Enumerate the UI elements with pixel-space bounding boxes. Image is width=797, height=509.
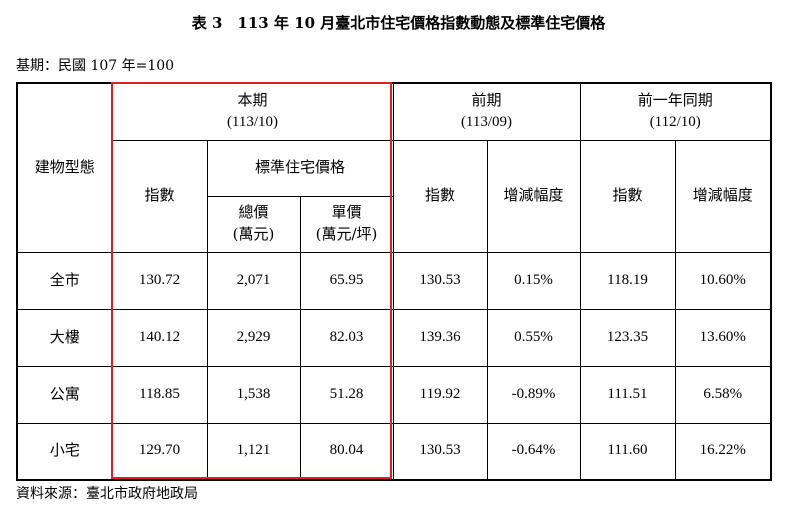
row-index: 140.12 <box>111 308 208 367</box>
table-row: 大樓 140.12 2,929 82.03 139.36 0.55% 123.3… <box>16 308 772 367</box>
row-unit-price: 82.03 <box>299 308 394 367</box>
row-total-price: 2,071 <box>206 251 301 310</box>
row-ly-index: 111.60 <box>579 422 676 481</box>
header-total-price: 總價 (萬元) <box>206 195 301 253</box>
row-total-price: 1,538 <box>206 365 301 424</box>
row-prev-change: -0.89% <box>486 365 581 424</box>
table-row: 小宅 129.70 1,121 80.04 130.53 -0.64% 111.… <box>16 422 772 481</box>
header-unit-price-unit: (萬元/坪) <box>315 225 378 243</box>
header-last-year-change: 增減幅度 <box>674 139 772 253</box>
row-ly-change: 10.60% <box>674 251 772 310</box>
data-source-note: 資料來源：臺北市政府地政局 <box>16 486 198 502</box>
row-ly-change: 13.60% <box>674 308 772 367</box>
header-previous-date: (113/09) <box>460 113 513 130</box>
header-current-period: 本期 (113/10) <box>111 82 394 141</box>
row-ly-change: 16.22% <box>674 422 772 481</box>
row-prev-change: 0.15% <box>486 251 581 310</box>
row-unit-price: 65.95 <box>299 251 394 310</box>
row-prev-index: 130.53 <box>392 422 488 481</box>
header-previous-index: 指數 <box>392 139 488 253</box>
row-total-price: 1,121 <box>206 422 301 481</box>
header-standard-price: 標準住宅價格 <box>206 139 394 197</box>
header-building-type: 建物型態 <box>16 82 113 253</box>
header-unit-price: 單價 (萬元/坪) <box>299 195 394 253</box>
header-previous-label: 前期 <box>471 91 502 109</box>
row-ly-change: 6.58% <box>674 365 772 424</box>
row-ly-index: 118.19 <box>579 251 676 310</box>
header-total-price-unit: (萬元) <box>232 225 275 243</box>
header-last-year-period: 前一年同期 (112/10) <box>579 82 772 141</box>
row-ly-index: 111.51 <box>579 365 676 424</box>
row-ly-index: 123.35 <box>579 308 676 367</box>
table-row: 全市 130.72 2,071 65.95 130.53 0.15% 118.1… <box>16 251 772 310</box>
header-previous-period: 前期 (113/09) <box>392 82 581 141</box>
price-index-table: 建物型態 本期 (113/10) 前期 (113/09) 前一年同期 (112/… <box>16 82 772 481</box>
row-index: 118.85 <box>111 365 208 424</box>
row-type: 小宅 <box>16 422 113 481</box>
row-prev-index: 130.53 <box>392 251 488 310</box>
row-prev-index: 139.36 <box>392 308 488 367</box>
header-last-year-date: (112/10) <box>649 113 701 130</box>
row-type: 公寓 <box>16 365 113 424</box>
header-total-price-label: 總價 <box>238 203 269 222</box>
table-row: 公寓 118.85 1,538 51.28 119.92 -0.89% 111.… <box>16 365 772 424</box>
header-current-label: 本期 <box>237 91 268 109</box>
header-last-year-label: 前一年同期 <box>637 91 713 109</box>
row-type: 大樓 <box>16 308 113 367</box>
row-index: 129.70 <box>111 422 208 481</box>
table-title: 表 3 113 年 10 月臺北市住宅價格指數動態及標準住宅價格 <box>191 14 606 32</box>
row-type: 全市 <box>16 251 113 310</box>
header-last-year-index: 指數 <box>579 139 676 253</box>
row-prev-change: 0.55% <box>486 308 581 367</box>
header-unit-price-label: 單價 <box>331 203 362 222</box>
header-current-index: 指數 <box>111 139 208 253</box>
row-prev-index: 119.92 <box>392 365 488 424</box>
row-index: 130.72 <box>111 251 208 310</box>
row-prev-change: -0.64% <box>486 422 581 481</box>
row-total-price: 2,929 <box>206 308 301 367</box>
row-unit-price: 80.04 <box>299 422 394 481</box>
header-previous-change: 增減幅度 <box>486 139 581 253</box>
header-current-date: (113/10) <box>226 113 279 130</box>
base-period-note: 基期：民國 107 年=100 <box>16 58 175 74</box>
row-unit-price: 51.28 <box>299 365 394 424</box>
